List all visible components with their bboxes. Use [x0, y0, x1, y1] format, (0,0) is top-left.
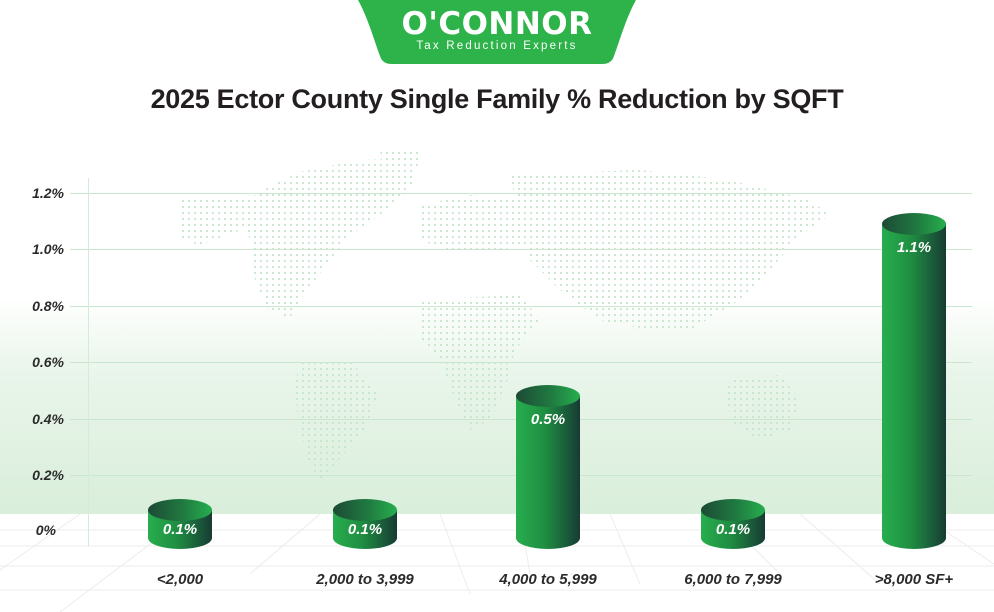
x-category-label: 4,000 to 5,999 [499, 571, 597, 588]
logo-tagline: Tax Reduction Experts [416, 40, 578, 52]
gridline-1.2 [70, 193, 972, 194]
y-tick-label: 1.2% [32, 185, 64, 201]
gridline-1.0 [70, 249, 972, 250]
x-category-label: <2,000 [156, 571, 204, 588]
bar-lt-2000: 0.1% [148, 499, 212, 549]
bar-value-label: 0.1% [715, 521, 751, 538]
bar-4000-5999: 0.5% [516, 385, 580, 549]
logo-banner-shape [358, 0, 636, 64]
bar-value-label: 0.5% [530, 411, 566, 428]
x-category-label: 2,000 to 3,999 [316, 571, 414, 588]
bar-gt-8000: 1.1% [882, 213, 946, 549]
y-tick-label: 0% [35, 522, 56, 538]
y-tick-label: 0.6% [32, 354, 64, 370]
bar-value-label: 1.1% [896, 239, 932, 256]
gridline-0.8 [70, 306, 972, 307]
oconnor-logo: O'CONNOR Tax Reduction Experts [358, 0, 636, 66]
bar-2000-3999: 0.1% [333, 499, 397, 549]
y-tick-label: 0.4% [32, 411, 64, 427]
x-category-label: 6,000 to 7,999 [684, 571, 782, 588]
y-tick-label: 1.0% [32, 241, 64, 257]
logo-name: O'CONNOR [401, 6, 593, 42]
bar-value-label: 0.1% [347, 521, 383, 538]
gridline-0.6 [70, 362, 972, 363]
bar-value-label: 0.1% [162, 521, 198, 538]
y-tick-label: 0.8% [32, 298, 64, 314]
y-tick-label: 0.2% [32, 467, 64, 483]
bar-6000-7999: 0.1% [701, 499, 765, 549]
chart-title: 2025 Ector County Single Family % Reduct… [150, 84, 844, 114]
y-axis-line [88, 178, 89, 546]
x-category-label: >8,000 SF+ [874, 571, 954, 588]
